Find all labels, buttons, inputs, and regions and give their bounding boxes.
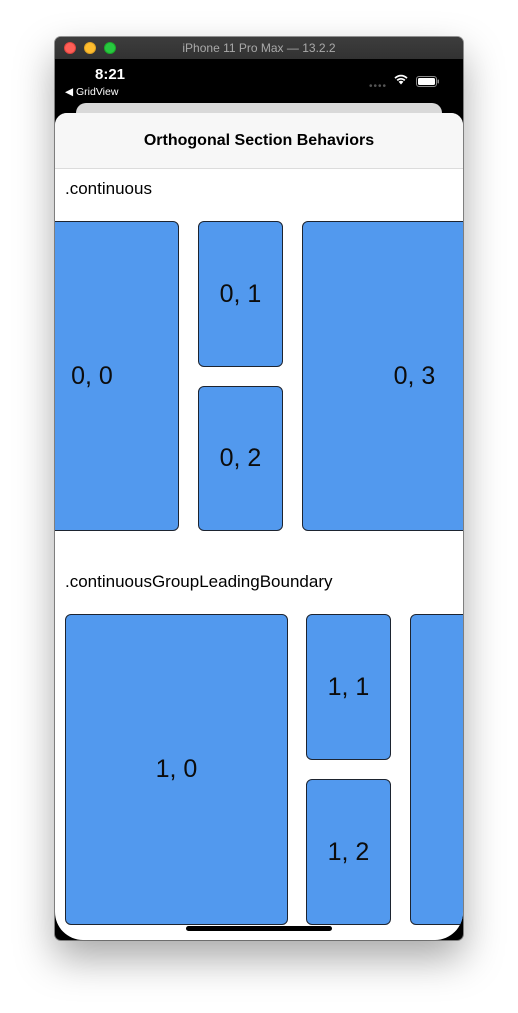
back-to-app-link[interactable]: ◀ GridView [65, 86, 119, 98]
page-title: Orthogonal Section Behaviors [143, 132, 375, 149]
collection-cell[interactable]: 1, 0 [65, 614, 288, 925]
cell-label: 0, 2 [219, 444, 262, 472]
cell-label: 1, 1 [327, 672, 370, 701]
window-titlebar: iPhone 11 Pro Max — 13.2.2 [55, 37, 463, 60]
zoom-window-button[interactable] [104, 42, 116, 54]
cellular-signal-icon: •••• [369, 81, 388, 92]
section-header-continuous: .continuous [65, 179, 152, 198]
cell-label: 0, 0 [71, 361, 113, 390]
battery-icon [416, 76, 439, 87]
navigation-bar: Orthogonal Section Behaviors [55, 113, 463, 169]
cell-label: 1, 0 [155, 755, 198, 783]
collection-cell[interactable]: 0, 2 [198, 386, 283, 531]
collection-cell[interactable]: 1, 1 [306, 614, 391, 760]
cell-label: 0, 3 [393, 361, 436, 390]
close-window-button[interactable] [64, 42, 76, 54]
collection-cell[interactable]: 1, 2 [306, 779, 391, 925]
status-bar: 8:21 ◀ GridView •••• [55, 59, 463, 107]
cell-label: 0, 1 [219, 279, 262, 308]
section-header-continuous-group-leading-boundary: .continuousGroupLeadingBoundary [65, 572, 333, 591]
simulator-window: iPhone 11 Pro Max — 13.2.2 8:21 ◀ GridVi… [55, 37, 463, 940]
collection-cell[interactable]: 0, 0 [55, 221, 179, 531]
collection-cell[interactable]: 0, 3 [302, 221, 463, 531]
wifi-icon [394, 74, 408, 85]
collection-cell[interactable]: 0, 1 [198, 221, 283, 367]
collection-cell[interactable] [410, 614, 463, 925]
window-title: iPhone 11 Pro Max — 13.2.2 [182, 41, 336, 55]
minimize-window-button[interactable] [84, 42, 96, 54]
cell-label: 1, 2 [327, 837, 370, 866]
home-indicator[interactable] [186, 926, 332, 931]
status-time: 8:21 [95, 66, 126, 83]
modal-sheet: Orthogonal Section Behaviors .continuous… [55, 113, 463, 940]
